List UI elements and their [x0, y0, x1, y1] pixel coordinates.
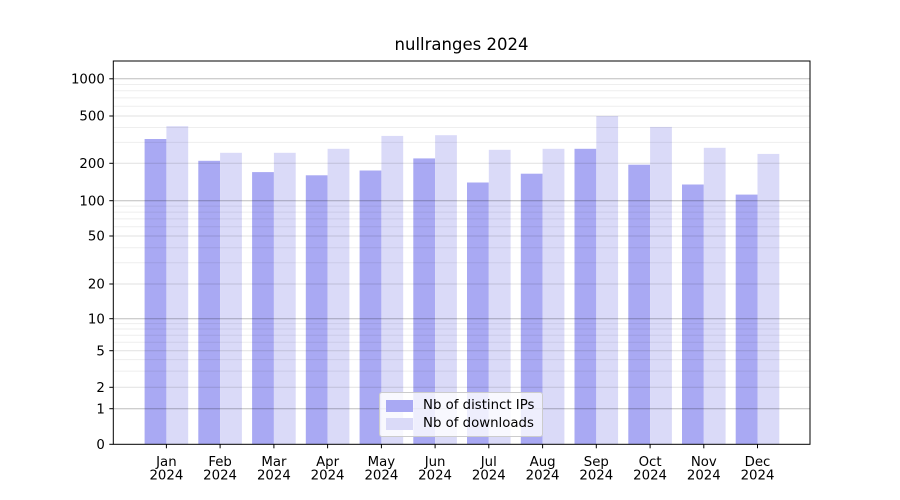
x-tick-label-year: 2024	[687, 468, 721, 483]
bar-downloads-aug	[542, 148, 565, 445]
x-tick-label-year: 2024	[579, 468, 613, 483]
legend: Nb of distinct IPs Nb of downloads	[379, 392, 543, 437]
plot-border	[112, 60, 811, 445]
y-tick-label: 5	[96, 344, 104, 359]
bar-downloads-apr	[327, 148, 350, 445]
x-tick-label-month: Jul	[480, 455, 497, 470]
x-tick-label-month: Oct	[639, 455, 662, 470]
bar-distinct-ips-jan	[144, 139, 167, 445]
y-tick-label: 20	[88, 278, 105, 293]
bar-distinct-ips-jul	[467, 182, 489, 445]
legend-item-downloads: Nb of downloads	[386, 416, 534, 431]
bar-downloads-jan	[166, 126, 189, 445]
y-tick-label: 1	[96, 402, 104, 417]
bar-downloads-may	[381, 135, 404, 445]
x-tick-label-year: 2024	[149, 468, 183, 483]
x-tick-label-month: May	[368, 455, 396, 470]
bar-distinct-ips-aug	[520, 173, 543, 445]
x-tick-label-month: Aug	[530, 455, 556, 470]
bar-downloads-mar	[273, 152, 296, 445]
legend-label-downloads: Nb of downloads	[423, 416, 534, 431]
x-tick-label-year: 2024	[364, 468, 398, 483]
y-tick-label: 0	[96, 438, 104, 453]
bar-distinct-ips-nov	[682, 184, 704, 445]
x-tick-label-year: 2024	[741, 468, 775, 483]
legend-swatch-downloads	[386, 417, 413, 430]
bar-distinct-ips-jun	[413, 158, 436, 445]
x-tick-label-year: 2024	[311, 468, 345, 483]
bar-downloads-jun	[435, 135, 457, 445]
legend-swatch-distinct-ips	[386, 399, 413, 412]
x-tick-label-year: 2024	[203, 468, 237, 483]
x-tick-label-month: Sep	[584, 455, 609, 470]
y-tick-label: 100	[79, 194, 104, 209]
x-tick-label-month: Dec	[745, 455, 771, 470]
y-tick-label: 10	[88, 312, 105, 327]
bar-downloads-oct	[650, 126, 672, 445]
y-tick-label: 500	[79, 110, 104, 125]
x-tick-label-year: 2024	[526, 468, 560, 483]
bar-downloads-feb	[220, 152, 242, 445]
x-tick-label-year: 2024	[418, 468, 452, 483]
x-tick-label-month: Jun	[424, 455, 446, 470]
y-tick-label: 200	[79, 157, 104, 172]
x-tick-label-month: Mar	[261, 455, 287, 470]
x-tick-label-month: Apr	[316, 455, 340, 470]
x-tick-label-year: 2024	[472, 468, 506, 483]
bar-downloads-sep	[596, 116, 619, 445]
y-tick-label: 50	[88, 230, 105, 245]
bar-distinct-ips-feb	[198, 160, 221, 445]
x-tick-label-year: 2024	[257, 468, 291, 483]
bar-distinct-ips-mar	[252, 172, 274, 445]
x-tick-label-month: Nov	[691, 455, 717, 470]
bar-downloads-nov	[703, 147, 726, 445]
x-tick-label-month: Jan	[155, 455, 177, 470]
bar-distinct-ips-dec	[735, 194, 758, 445]
chart-title: nullranges 2024	[394, 35, 529, 54]
y-tick-label: 1000	[71, 73, 105, 88]
bar-distinct-ips-oct	[628, 164, 651, 445]
bar-distinct-ips-apr	[305, 175, 328, 445]
bar-distinct-ips-sep	[574, 148, 597, 445]
x-tick-label-month: Feb	[208, 455, 232, 470]
bar-downloads-dec	[757, 153, 780, 445]
bar-downloads-jul	[488, 149, 511, 445]
x-tick-label-year: 2024	[633, 468, 667, 483]
legend-label-distinct-ips: Nb of distinct IPs	[423, 398, 535, 413]
bar-distinct-ips-may	[359, 170, 382, 445]
y-tick-label: 2	[96, 381, 104, 396]
legend-item-distinct-ips: Nb of distinct IPs	[386, 398, 534, 413]
